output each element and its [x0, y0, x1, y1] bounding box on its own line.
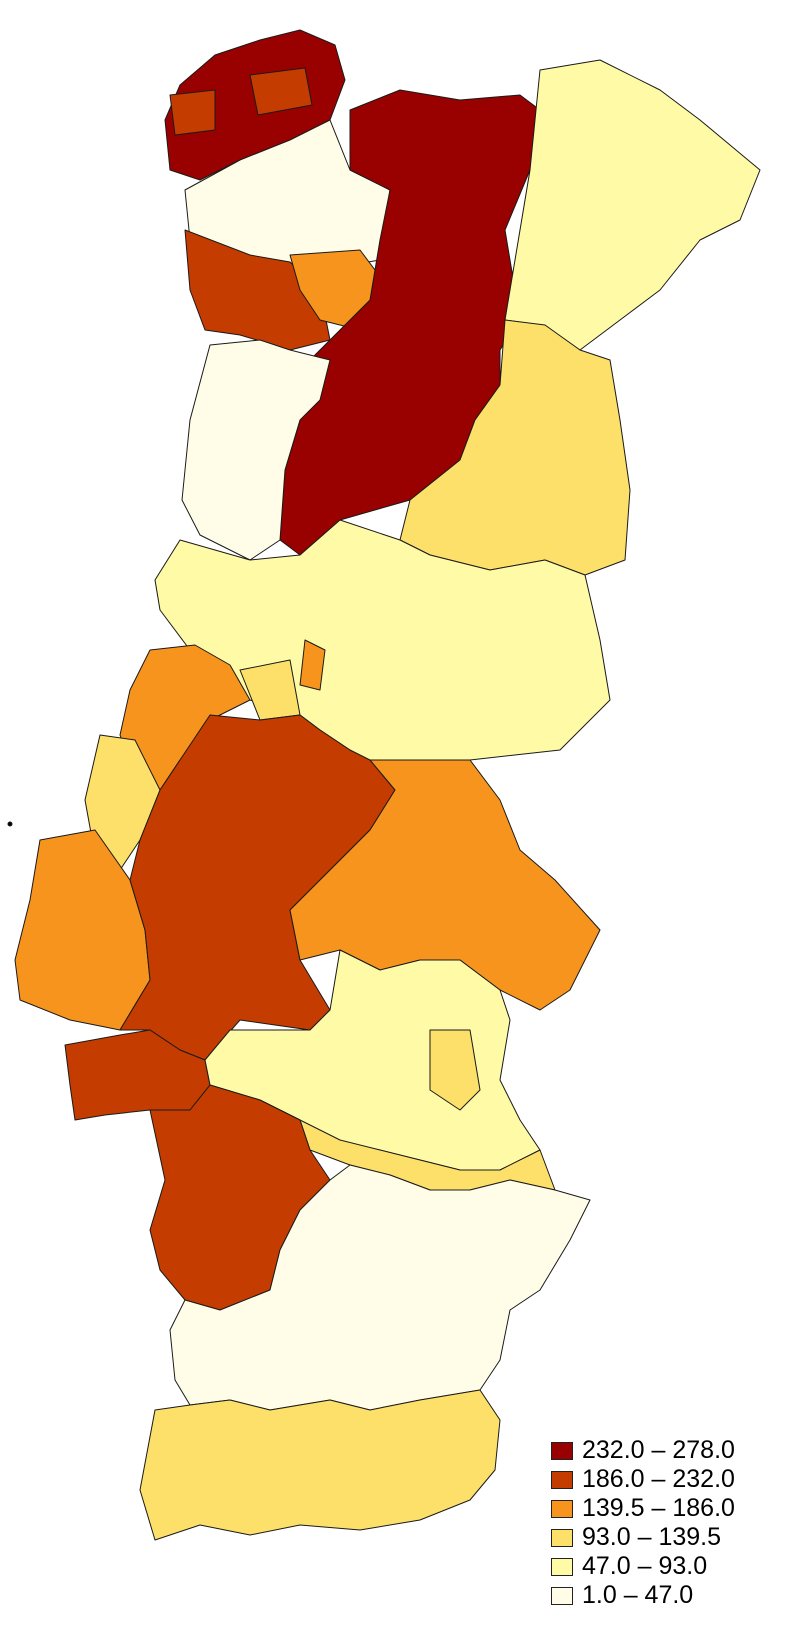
legend-item: 47.0 – 93.0 — [551, 1552, 791, 1581]
legend-item: 93.0 – 139.5 — [551, 1523, 791, 1552]
region-minho-west — [169, 89, 216, 136]
legend-item: 232.0 – 278.0 — [551, 1436, 791, 1465]
region-alentejo-gold-east — [429, 1029, 481, 1111]
legend-swatch — [551, 1441, 573, 1460]
region-minho-east — [249, 67, 313, 116]
map-legend: 232.0 – 278.0 186.0 – 232.0 139.5 – 186.… — [551, 1436, 791, 1610]
legend-item: 139.5 – 186.0 — [551, 1494, 791, 1523]
legend-label: 47.0 – 93.0 — [582, 1552, 708, 1580]
legend-label: 232.0 – 278.0 — [582, 1436, 735, 1464]
region-islet — [7, 821, 13, 827]
legend-item: 1.0 – 47.0 — [551, 1581, 791, 1610]
legend-swatch — [551, 1557, 573, 1576]
legend-label: 93.0 – 139.5 — [582, 1523, 722, 1551]
region-aveiro-light — [181, 339, 331, 561]
region-central-gold-patch — [239, 659, 301, 721]
legend-label: 186.0 – 232.0 — [582, 1465, 735, 1493]
legend-item: 186.0 – 232.0 — [551, 1465, 791, 1494]
legend-label: 139.5 – 186.0 — [582, 1494, 735, 1522]
legend-swatch — [551, 1586, 573, 1605]
legend-swatch — [551, 1470, 573, 1489]
region-braganca-yellow — [504, 59, 761, 351]
region-lisbon-west-orange — [14, 829, 151, 1031]
legend-swatch — [551, 1528, 573, 1547]
region-central-orange-patch — [299, 639, 326, 691]
legend-swatch — [551, 1499, 573, 1518]
region-porto-dark-orange — [184, 229, 331, 351]
region-algarve-gold — [139, 1389, 501, 1541]
legend-label: 1.0 – 47.0 — [582, 1581, 694, 1609]
